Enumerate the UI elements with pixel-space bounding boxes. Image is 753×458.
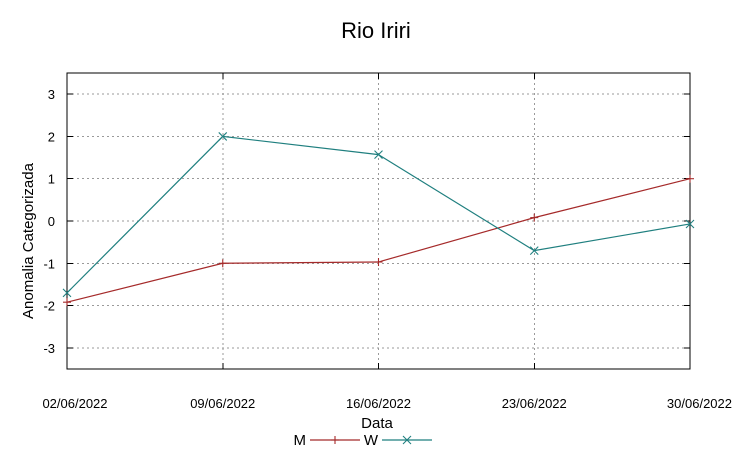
data-point-W: [374, 150, 383, 160]
data-point-M: [218, 259, 227, 268]
data-point-M: [374, 258, 383, 267]
data-point-W: [529, 246, 539, 255]
chart-title: Rio Iriri: [341, 18, 411, 43]
data-point-M: [686, 174, 694, 183]
y-tick-label: 1: [48, 172, 55, 187]
x-tick-label: 23/06/2022: [502, 396, 567, 411]
x-tick-label: 16/06/2022: [346, 396, 411, 411]
legend-label-W: W: [364, 432, 379, 449]
y-axis-label: Anomalia Categorizada: [20, 162, 37, 319]
data-point-W: [62, 288, 72, 298]
x-tick-label: 30/06/2022: [667, 396, 732, 411]
y-tick-label: -2: [43, 299, 55, 314]
y-tick-label: 3: [48, 87, 55, 102]
data-point-W: [218, 132, 228, 141]
y-tick-label: 2: [48, 129, 55, 144]
y-tick-label: -3: [43, 341, 55, 356]
data-point-M: [530, 213, 539, 222]
grid-layer: [67, 73, 690, 369]
y-axis-ticks: 3 2 1 0 -1 -2 -3: [43, 87, 690, 356]
series-W: [62, 132, 695, 298]
x-tick-label: 09/06/2022: [190, 396, 255, 411]
y-tick-label: 0: [48, 214, 55, 229]
x-tick-label: 02/06/2022: [42, 396, 107, 411]
data-point-W: [685, 219, 695, 229]
legend-marker-M: [331, 436, 339, 444]
series-M: [63, 174, 694, 307]
plot-area-border: [66, 72, 691, 370]
x-axis-label: Data: [361, 415, 393, 432]
x-axis-ticks: 02/06/2022 09/06/2022 16/06/2022 23/06/2022…: [42, 73, 732, 411]
y-tick-label: -1: [43, 256, 55, 271]
data-point-M: [63, 298, 71, 307]
series-layer: [62, 132, 695, 307]
legend-marker-W: [402, 435, 412, 445]
legend-label-M: M: [294, 432, 307, 449]
